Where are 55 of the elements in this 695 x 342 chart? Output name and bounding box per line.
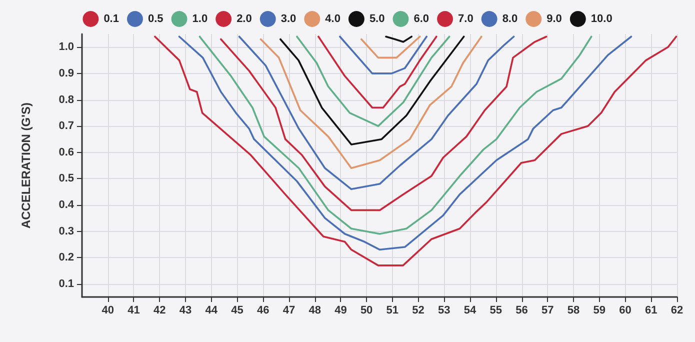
legend-label: 10.0 [590,13,612,25]
x-tick-label: 54 [464,304,478,316]
legend-label: 0.5 [148,13,164,25]
x-tick-label: 52 [412,304,424,316]
legend-label: 6.0 [414,13,430,25]
line-series [154,36,678,266]
x-tick-label: 47 [282,304,296,316]
line-series [280,36,465,146]
y-tick-label: 0.7 [58,120,74,132]
x-tick-label: 56 [516,304,528,316]
x-tick-label: 46 [256,304,270,316]
y-tick-label: 0.6 [58,146,74,158]
legend-label: 7.0 [458,13,474,25]
legend-label: 2.0 [236,13,252,25]
y-tick-label: 0.4 [58,198,75,211]
y-tick-label: 0.1 [58,278,74,290]
y-tick-label: 0.8 [58,94,74,106]
x-tick-label: 58 [567,304,580,316]
legend-label: 9.0 [546,13,562,25]
y-axis-title: ACCELERATION (G'S) [19,102,33,228]
x-tick-label: 44 [205,304,218,316]
line-series [260,36,482,170]
legend-label: 4.0 [325,13,340,25]
y-tick-label: 0.2 [58,252,74,264]
legend-label: 8.0 [502,13,518,25]
line-series [198,36,592,235]
x-tick-label: 51 [386,304,399,316]
y-tick-label: 0.5 [58,172,74,185]
legend-label: 5.0 [369,13,385,25]
legend-label: 3.0 [280,13,296,25]
line-series [178,36,632,251]
y-tick-label: 0.9 [58,67,74,80]
x-tick-label: 49 [334,304,347,316]
x-tick-label: 40 [102,304,114,316]
x-tick-label: 43 [179,304,192,316]
x-tick-label: 61 [645,304,658,316]
y-tick-label: 1.0 [58,41,74,54]
x-tick-label: 53 [438,304,450,316]
line-series [318,36,438,109]
x-tick-label: 55 [490,304,502,316]
y-tick-label: 0.3 [58,225,74,238]
line-series [220,36,548,212]
x-tick-label: 45 [231,304,244,316]
line-series [238,36,515,190]
x-tick-label: 48 [308,304,321,316]
legend-label: 0.1 [104,13,119,25]
x-tick-label: 59 [593,304,606,316]
x-tick-label: 50 [360,304,373,316]
line-series [296,36,450,127]
x-tick-label: 57 [542,304,554,316]
x-tick-label: 42 [153,304,166,316]
x-tick-label: 62 [670,304,684,316]
x-tick-label: 60 [619,304,632,316]
legend-label: 1.0 [192,13,208,25]
x-tick-label: 41 [128,304,140,316]
